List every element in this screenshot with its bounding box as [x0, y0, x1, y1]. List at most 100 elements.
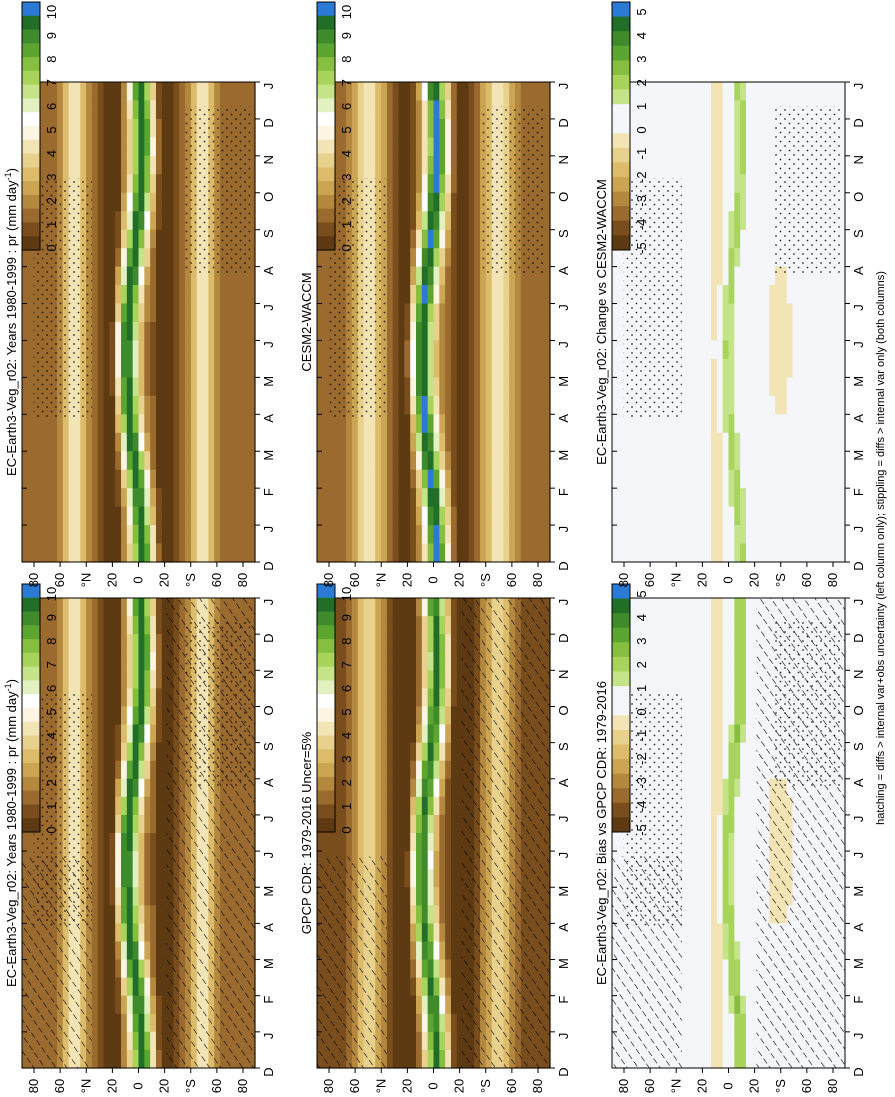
heat-cell	[392, 796, 400, 816]
heat-cell	[699, 887, 706, 906]
heat-cell	[74, 488, 81, 508]
heat-cell	[375, 118, 382, 138]
heat-cell	[91, 796, 99, 816]
heat-cell	[155, 778, 163, 798]
heat-cell	[445, 1013, 452, 1033]
heat-cell	[214, 432, 221, 452]
heat-cell	[249, 340, 256, 360]
heat-cell	[427, 887, 435, 906]
heat-cell	[740, 905, 747, 924]
heat-cell	[126, 1049, 134, 1069]
heat-cell	[27, 266, 35, 286]
panel-title: EC-Earth3-Veg_r02: Years 1980-1999 : pr …	[3, 679, 19, 987]
heat-cell	[445, 814, 452, 834]
heat-cell	[150, 905, 157, 924]
heat-cell	[716, 851, 724, 870]
heat-cell	[351, 543, 359, 563]
heat-cell	[97, 377, 105, 397]
heat-cell	[121, 303, 128, 323]
heat-cell	[433, 616, 440, 635]
heat-cell	[456, 1013, 464, 1033]
heat-cell	[150, 192, 157, 212]
heat-cell	[231, 322, 239, 342]
heat-cell	[728, 1031, 735, 1051]
heat-cell	[167, 414, 175, 434]
heat-cell	[115, 488, 122, 508]
heat-cell	[745, 814, 753, 834]
heat-cell	[121, 118, 128, 138]
heat-cell	[97, 211, 105, 231]
heat-cell	[173, 211, 180, 231]
heat-cell	[404, 959, 411, 979]
heat-cell	[340, 760, 347, 780]
plot-area	[317, 82, 551, 563]
heat-cell	[450, 724, 458, 744]
heat-cell	[716, 887, 724, 906]
heat-cell	[363, 488, 371, 508]
heat-cell	[225, 432, 233, 452]
heat-cell	[138, 778, 145, 798]
heat-cell	[410, 1013, 417, 1033]
heat-cell	[416, 905, 423, 924]
heat-cell	[237, 469, 244, 489]
colorbar-swatch	[22, 57, 40, 72]
heat-cell	[375, 137, 382, 157]
heat-cell	[734, 778, 741, 798]
x-tick-label: M	[261, 376, 276, 387]
heat-cell	[121, 959, 128, 979]
heat-cell	[392, 1031, 400, 1051]
heat-cell	[722, 869, 730, 888]
heat-cell	[745, 652, 753, 671]
heat-cell	[681, 616, 689, 635]
heat-cell	[62, 100, 70, 120]
heat-cell	[410, 941, 417, 961]
heat-cell	[404, 869, 411, 888]
heat-cell	[386, 923, 394, 943]
heat-cell	[381, 155, 388, 175]
heat-cell	[62, 506, 70, 526]
heat-cell	[433, 905, 440, 924]
heat-cell	[340, 469, 347, 489]
heat-cell	[745, 995, 753, 1015]
heat-cell	[126, 100, 134, 120]
heat-cell	[91, 905, 99, 924]
heat-cell	[456, 851, 464, 870]
heat-cell	[220, 322, 227, 342]
heat-cell	[91, 395, 99, 415]
heat-cell	[381, 100, 388, 120]
heat-cell	[681, 995, 689, 1015]
heat-cell	[126, 266, 134, 286]
heat-cell	[144, 670, 151, 689]
heat-cell	[421, 977, 429, 997]
heat-cell	[398, 887, 405, 906]
heat-cell	[416, 742, 423, 762]
x-tick-label: D	[556, 1067, 571, 1076]
heat-cell	[179, 192, 186, 212]
heat-cell	[410, 266, 417, 286]
heat-cell	[103, 833, 110, 852]
heat-cell	[22, 322, 29, 342]
heat-cell	[39, 616, 46, 635]
heat-cell	[150, 634, 157, 653]
heat-cell	[363, 796, 371, 816]
heat-cell	[179, 303, 186, 323]
heat-cell	[404, 100, 411, 120]
heat-cell	[179, 358, 186, 378]
heat-cell	[126, 598, 134, 617]
heat-cell	[445, 905, 452, 924]
heat-cell	[363, 814, 371, 834]
heat-cell	[381, 760, 388, 780]
heat-cell	[346, 760, 353, 780]
heat-cell	[91, 598, 99, 617]
heat-cell	[693, 652, 700, 671]
heat-cell	[155, 303, 163, 323]
heat-cell	[351, 616, 359, 635]
heat-cell	[416, 1031, 423, 1051]
heat-cell	[433, 760, 440, 780]
heat-cell	[652, 616, 660, 635]
colorbar-swatch	[22, 43, 40, 58]
heat-cell	[398, 959, 405, 979]
heat-cell	[357, 652, 365, 671]
